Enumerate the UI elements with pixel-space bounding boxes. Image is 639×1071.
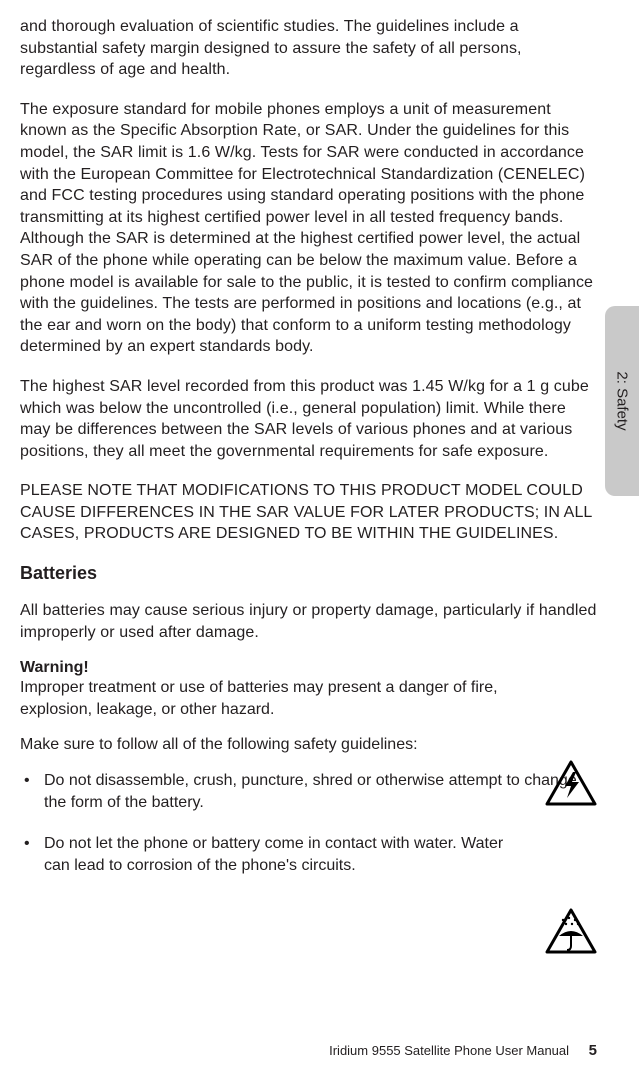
list-item: Do not disassemble, crush, puncture, shr… bbox=[20, 770, 599, 813]
paragraph-modifications-note: PLEASE NOTE THAT MODIFICATIONS TO THIS P… bbox=[20, 480, 599, 545]
batteries-intro: All batteries may cause serious injury o… bbox=[20, 600, 599, 643]
guidelines-list: Do not disassemble, crush, puncture, shr… bbox=[20, 770, 599, 876]
warning-label: Warning! bbox=[20, 659, 599, 677]
umbrella-rain-icon bbox=[545, 908, 597, 956]
paragraph-sar-level: The highest SAR level recorded from this… bbox=[20, 376, 599, 462]
footer-title: Iridium 9555 Satellite Phone User Manual bbox=[329, 1043, 569, 1058]
section-tab: 2: Safety bbox=[605, 306, 639, 496]
page-footer: Iridium 9555 Satellite Phone User Manual… bbox=[329, 1042, 597, 1059]
paragraph-continuation: and thorough evaluation of scientific st… bbox=[20, 16, 599, 81]
page-number: 5 bbox=[589, 1042, 597, 1059]
page: 2: Safety and thorough evaluation of sci… bbox=[0, 16, 639, 1071]
list-item: Do not let the phone or battery come in … bbox=[20, 833, 599, 876]
warning-text: Improper treatment or use of batteries m… bbox=[20, 677, 599, 720]
paragraph-sar-standard: The exposure standard for mobile phones … bbox=[20, 99, 599, 358]
lightning-icon bbox=[545, 760, 597, 808]
section-tab-label: 2: Safety bbox=[614, 371, 631, 430]
follow-guidelines: Make sure to follow all of the following… bbox=[20, 734, 599, 756]
batteries-heading: Batteries bbox=[20, 563, 599, 584]
